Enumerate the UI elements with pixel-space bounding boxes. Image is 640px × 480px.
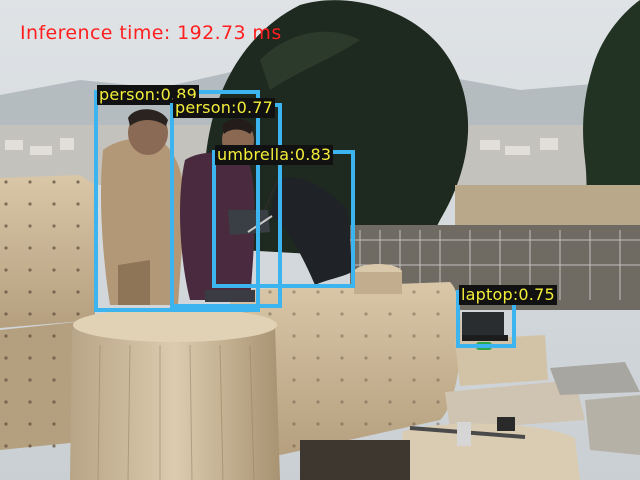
umbrella [270, 177, 352, 285]
person-tan-jacket [100, 109, 218, 305]
detection-label: laptop:0.75 [459, 285, 557, 305]
detection-box-laptop: laptop:0.75 [456, 285, 557, 348]
fence [350, 230, 640, 300]
detection-label: person:0.77 [173, 98, 276, 118]
column-drum-front [70, 309, 280, 480]
detection-box-person-2: person:0.77 [170, 98, 282, 308]
detection-box-umbrella: umbrella:0.83 [212, 145, 355, 288]
back-wall [455, 185, 640, 225]
inference-time-label: Inference time: [20, 22, 171, 44]
inference-time-value: 192.73 ms [177, 22, 282, 44]
inference-time: Inference time: 192.73 ms [20, 20, 282, 46]
detection-label: umbrella:0.83 [215, 145, 334, 165]
tripod-tool [409, 417, 526, 446]
